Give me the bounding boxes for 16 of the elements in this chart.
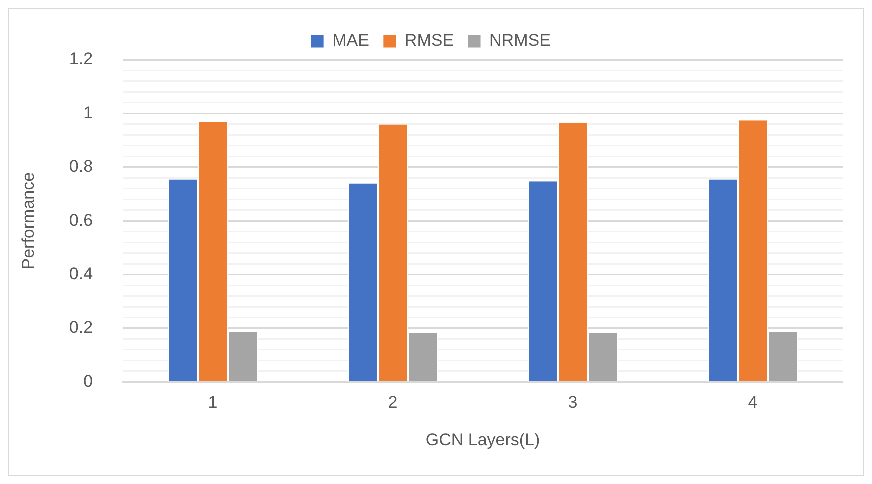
- x-tick-label: 4: [748, 393, 758, 412]
- y-tick-label: 1: [84, 103, 94, 122]
- x-axis-title: GCN Layers(L): [426, 430, 540, 450]
- legend-label: MAE: [332, 31, 370, 50]
- y-tick-label: 0.8: [69, 157, 94, 176]
- y-tick-label: 0: [84, 372, 94, 391]
- y-tick-label: 0.6: [69, 210, 94, 230]
- y-tick-label: 0.2: [69, 318, 94, 338]
- legend-label: RMSE: [404, 31, 454, 50]
- y-tick-label: 0.4: [69, 264, 94, 284]
- x-tick-label: 1: [208, 393, 218, 412]
- y-axis-title: Performance: [18, 172, 38, 270]
- y-tick-label: 1.2: [69, 50, 94, 69]
- x-tick-label: 3: [568, 393, 578, 412]
- x-tick-label: 2: [388, 393, 398, 412]
- legend-label: NRMSE: [490, 31, 551, 50]
